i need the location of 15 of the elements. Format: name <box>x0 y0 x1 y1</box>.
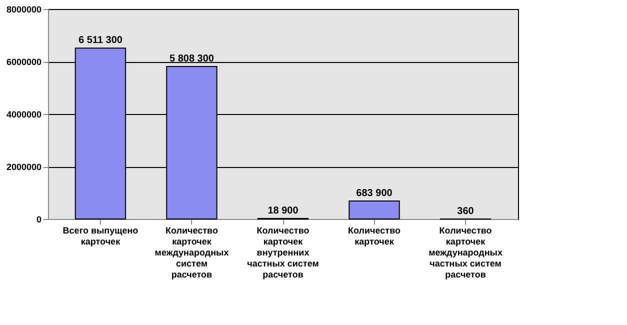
y-tick-label: 8000000 <box>6 4 42 14</box>
x-tick-label: Всего выпущено карточек <box>62 226 139 246</box>
x-tick-label: Количество карточек внутренних частных систем расчетов <box>247 226 320 280</box>
y-tick-label: 4000000 <box>6 110 42 120</box>
y-tick-label: 0 <box>36 214 42 224</box>
x-tick-label: Количество карточек международных частных систем расчетов <box>428 226 502 280</box>
data-label: 6 511 300 <box>78 35 123 46</box>
y-tick-label: 2000000 <box>6 162 42 172</box>
x-tick-label: Количество карточек международных систем расчетов <box>154 226 229 280</box>
data-label: 683 900 <box>356 188 393 200</box>
data-label: 360 <box>457 206 474 217</box>
data-label: 18 900 <box>268 206 299 217</box>
x-tick-label: Количество карточек <box>348 226 401 246</box>
data-label: 5 808 300 <box>169 54 214 65</box>
y-tick-label: 6000000 <box>6 57 42 67</box>
